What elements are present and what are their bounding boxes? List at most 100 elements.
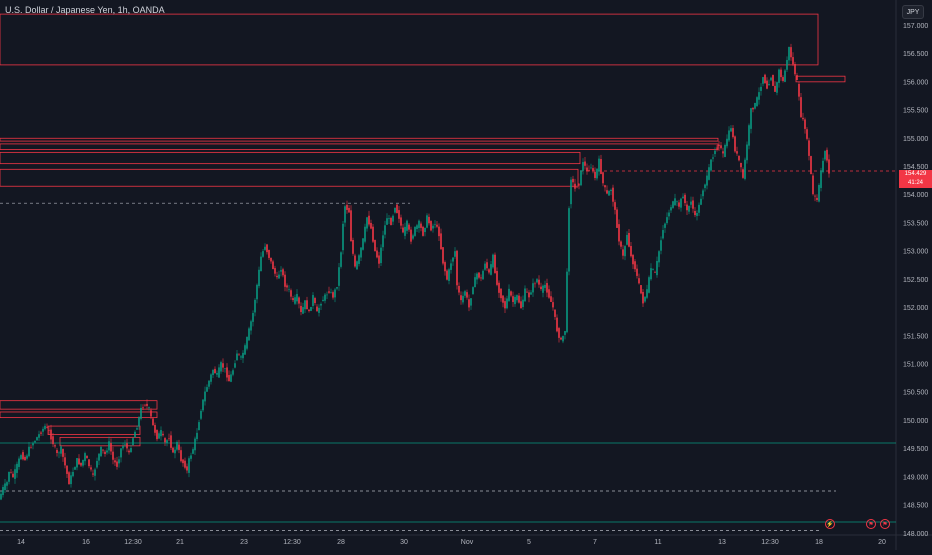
candle-body — [224, 368, 226, 369]
flag-icon[interactable]: ⚑ — [880, 519, 890, 529]
candle-body — [436, 224, 438, 227]
lightning-icon[interactable]: ⚡ — [825, 519, 835, 529]
candle-body — [22, 452, 24, 460]
y-tick-label: 155.500 — [903, 108, 928, 115]
candle-body — [272, 261, 274, 270]
candle-body — [296, 294, 298, 302]
x-tick-label: 12:30 — [761, 539, 779, 546]
candle-body — [800, 97, 802, 118]
candle-body — [144, 404, 146, 406]
candle-body — [394, 207, 396, 213]
candle-body — [536, 279, 538, 283]
candle-body — [226, 367, 228, 378]
candle-body — [470, 298, 472, 306]
candle-body — [356, 261, 358, 270]
y-tick-label: 149.000 — [903, 474, 928, 481]
candle-body — [114, 460, 116, 463]
candle-body — [586, 167, 588, 172]
candle-body — [580, 170, 582, 186]
candle-body — [566, 271, 568, 333]
candle-body — [168, 438, 170, 440]
candle-body — [574, 183, 576, 189]
candle-body — [4, 483, 6, 491]
candle-body — [802, 117, 804, 120]
y-tick-label: 148.000 — [903, 531, 928, 538]
candle-body — [526, 291, 528, 293]
candle-body — [32, 443, 34, 446]
candle-body — [518, 295, 520, 303]
candle-body — [384, 225, 386, 235]
candle-body — [10, 472, 12, 474]
candle-body — [780, 69, 782, 78]
candle-body — [180, 450, 182, 462]
candle-body — [658, 251, 660, 263]
candle-body — [698, 204, 700, 213]
candle-body — [30, 446, 32, 448]
candle-body — [656, 261, 658, 276]
candle-body — [274, 268, 276, 274]
candle-body — [454, 251, 456, 257]
candle-body — [286, 285, 288, 288]
candle-body — [186, 466, 188, 471]
candle-body — [556, 317, 558, 332]
candle-body — [40, 432, 42, 434]
candle-body — [660, 240, 662, 251]
candle-body — [792, 57, 794, 65]
candle-body — [788, 46, 790, 61]
candle-body — [332, 292, 334, 298]
zone-box — [795, 75, 846, 83]
candle-body — [816, 197, 818, 200]
candle-body — [316, 306, 318, 312]
candle-body — [366, 217, 368, 229]
candle-body — [250, 321, 252, 331]
candle-body — [422, 226, 424, 236]
candle-body — [664, 223, 666, 228]
candle-body — [270, 257, 272, 262]
candle-body — [380, 247, 382, 264]
candle-body — [192, 449, 194, 454]
candle-body — [632, 254, 634, 265]
candle-body — [82, 459, 84, 466]
candle-body — [610, 189, 612, 192]
x-tick-label: Nov — [461, 539, 474, 546]
candle-body — [458, 285, 460, 293]
x-tick-label: 13 — [718, 539, 726, 546]
candle-body — [344, 206, 346, 223]
candle-body — [346, 204, 348, 210]
candle-body — [336, 287, 338, 289]
candle-body — [760, 86, 762, 91]
zone-box — [0, 151, 581, 165]
x-tick-label: 7 — [593, 539, 597, 546]
candle-body — [402, 227, 404, 233]
x-tick-label: 11 — [654, 539, 661, 546]
candle-body — [246, 336, 248, 349]
candle-body — [758, 92, 760, 100]
zone-box — [59, 436, 141, 447]
flag-icon[interactable]: ⚑ — [866, 519, 876, 529]
candle-body — [508, 288, 510, 301]
candle-body — [560, 337, 562, 340]
candle-body — [618, 224, 620, 242]
currency-button[interactable]: JPY — [902, 5, 924, 19]
y-tick-label: 154.500 — [903, 164, 928, 171]
candle-body — [538, 279, 540, 285]
candle-body — [254, 299, 256, 313]
candle-body — [378, 255, 380, 264]
candle-body — [584, 161, 586, 166]
candle-body — [594, 171, 596, 178]
candle-body — [248, 328, 250, 341]
candle-body — [642, 291, 644, 304]
zone-box — [0, 137, 719, 142]
candle-body — [64, 457, 66, 466]
candle-body — [768, 83, 770, 86]
candle-body — [708, 167, 710, 180]
candle-body — [652, 269, 654, 270]
candle-body — [348, 207, 350, 213]
x-tick-label: 21 — [176, 539, 184, 546]
candle-body — [102, 449, 104, 451]
candle-body — [704, 184, 706, 188]
candle-body — [712, 157, 714, 159]
candle-body — [684, 194, 686, 204]
